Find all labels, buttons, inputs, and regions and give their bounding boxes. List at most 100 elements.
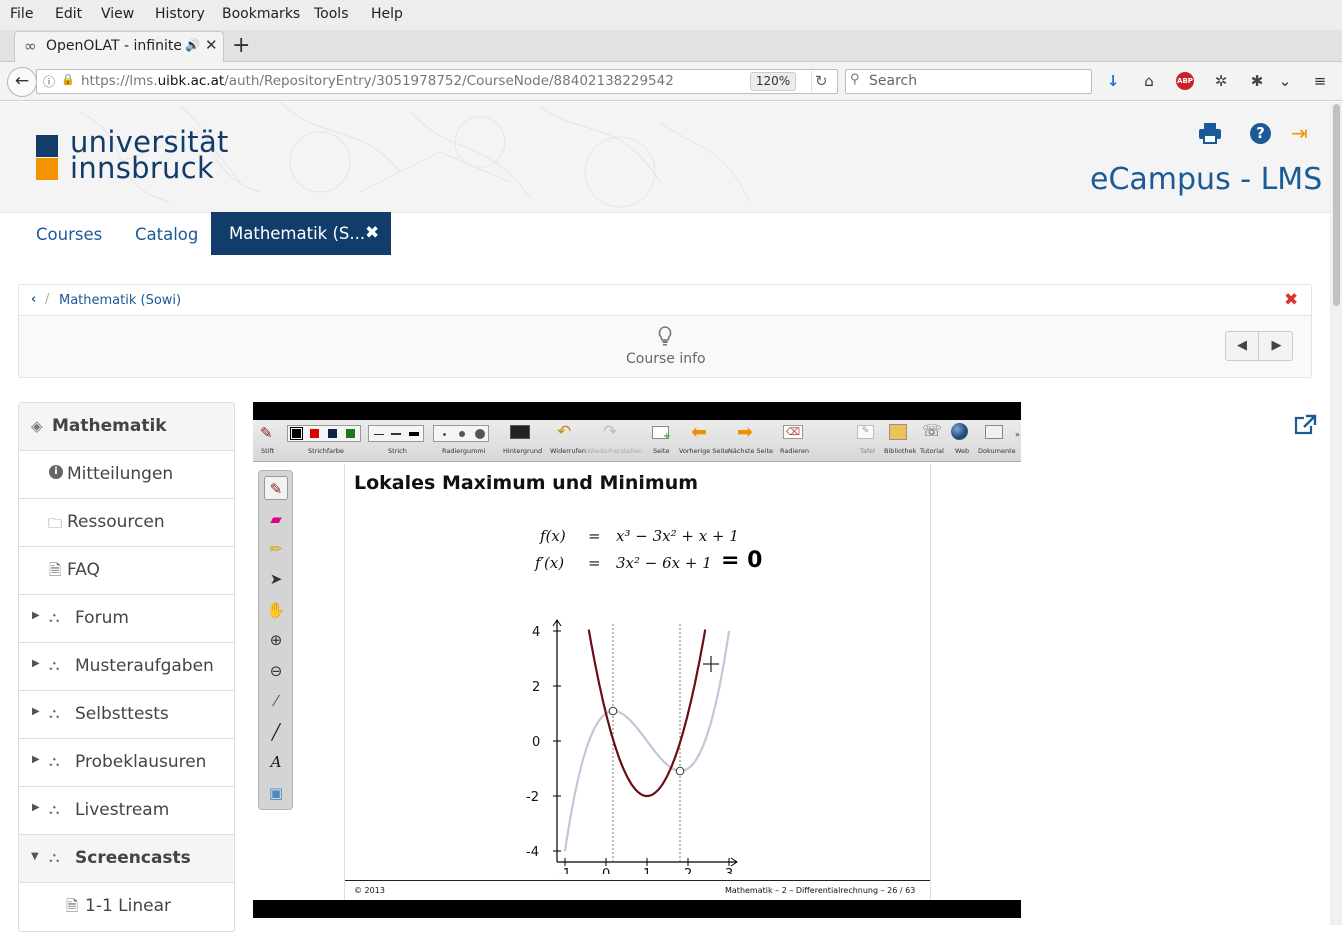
caret-right-icon[interactable]: ▶: [32, 802, 40, 813]
url-bar[interactable]: ⓘ 🔒 https://lms.uibk.ac.at/auth/Reposito…: [36, 69, 838, 94]
zoom-out-icon[interactable]: ⊖: [269, 662, 283, 680]
caret-right-icon[interactable]: ▶: [32, 610, 40, 621]
documents-icon[interactable]: [985, 425, 1003, 439]
menu-view[interactable]: View: [101, 6, 135, 22]
color-red-swatch[interactable]: [310, 429, 319, 438]
menu-item-selbsttests[interactable]: ▶ ⛬ Selbsttests: [19, 691, 234, 739]
tab-close-icon[interactable]: ✕: [205, 36, 218, 54]
menu-history[interactable]: History: [155, 6, 205, 22]
menu-edit[interactable]: Edit: [55, 6, 83, 22]
reload-icon[interactable]: ↻: [815, 72, 828, 90]
nav-catalog[interactable]: Catalog: [135, 225, 199, 244]
menu-item-musteraufgaben[interactable]: ▶ ⛬ Musteraufgaben: [19, 643, 234, 691]
stroke-width-picker[interactable]: [368, 425, 424, 442]
text-tool-icon[interactable]: A: [270, 753, 282, 771]
caret-down-icon[interactable]: ▼: [31, 851, 39, 862]
menu-item-screencasts[interactable]: ▼ ⛬ Screencasts: [19, 835, 234, 883]
stroke-thick[interactable]: [409, 432, 419, 436]
menu-help[interactable]: Help: [371, 6, 403, 22]
erase-all-icon[interactable]: ⌫: [783, 425, 803, 439]
library-icon[interactable]: [889, 424, 907, 440]
eraser-medium[interactable]: [459, 431, 465, 437]
hamburger-menu-icon[interactable]: ≡: [1313, 72, 1327, 90]
tab-course-active[interactable]: Mathematik (S... ✖: [211, 212, 391, 255]
page-scrollbar-thumb[interactable]: [1333, 104, 1340, 306]
external-link-icon[interactable]: [1293, 414, 1317, 440]
zoom-in-icon[interactable]: ⊕: [269, 631, 283, 649]
close-course-icon[interactable]: ✖: [1284, 290, 1299, 310]
lock-icon[interactable]: 🔒: [61, 73, 75, 86]
bug-icon[interactable]: ✱: [1250, 72, 1264, 90]
next-page-icon[interactable]: ➡: [737, 421, 753, 443]
hand-tool-icon[interactable]: ✋: [266, 601, 286, 619]
tutorial-icon[interactable]: ☏: [922, 421, 943, 440]
chevron-left-icon[interactable]: ‹: [31, 292, 37, 307]
previous-page-icon[interactable]: ⬅: [691, 421, 707, 443]
eraser-small[interactable]: [443, 433, 446, 436]
menu-item-1-1-linear[interactable]: 🗎 1-1 Linear: [19, 883, 234, 931]
info-icon[interactable]: ⓘ: [43, 75, 56, 89]
undo-icon[interactable]: ↶: [557, 422, 572, 442]
chevron-down-icon[interactable]: ⌄: [1278, 72, 1292, 90]
color-picker[interactable]: [287, 425, 361, 442]
menu-item-mitteilungen[interactable]: i Mitteilungen: [19, 451, 234, 499]
menu-item-faq[interactable]: 🗎 FAQ: [19, 547, 234, 595]
previous-node-button[interactable]: ◀: [1226, 332, 1259, 360]
back-button[interactable]: ←: [7, 67, 37, 97]
menu-bookmarks[interactable]: Bookmarks: [222, 6, 301, 22]
lightbulb-icon[interactable]: [658, 326, 672, 351]
new-page-icon[interactable]: +: [652, 426, 671, 442]
stroke-medium[interactable]: [391, 433, 401, 435]
menu-item-probeklausuren[interactable]: ▶ ⛬ Probeklausuren: [19, 739, 234, 787]
lecture-video[interactable]: ✎ Stift Strichfarbe Strich Radiergummi H…: [253, 402, 1021, 918]
caret-right-icon[interactable]: ▶: [32, 754, 40, 765]
eraser-tool-icon[interactable]: ▰: [270, 510, 282, 528]
highlighter-tool-icon[interactable]: ✏: [269, 540, 283, 558]
globe-icon[interactable]: [951, 423, 968, 440]
board-icon[interactable]: ✎: [857, 425, 874, 439]
image-tool-icon[interactable]: ▣: [268, 784, 284, 802]
close-tab-icon[interactable]: ✖: [365, 223, 380, 243]
print-icon[interactable]: [1198, 122, 1222, 150]
eyedropper-icon[interactable]: ⁄: [274, 692, 278, 710]
breadcrumb-course[interactable]: Mathematik (Sowi): [59, 293, 182, 308]
eraser-size-picker[interactable]: [433, 425, 489, 442]
redo-icon[interactable]: ↷: [603, 422, 618, 442]
pen-icon[interactable]: ✎: [260, 424, 273, 442]
extension-icon[interactable]: ✲: [1214, 72, 1228, 90]
color-black-swatch[interactable]: [290, 427, 303, 440]
zoom-indicator[interactable]: 120%: [750, 72, 796, 91]
menu-tools[interactable]: Tools: [314, 6, 349, 22]
browser-tab[interactable]: ∞ OpenOLAT - infinite l 🔊 ✕: [14, 31, 224, 62]
menu-item-ressourcen[interactable]: 🗀 Ressourcen: [19, 499, 234, 547]
slide-footer-left: © 2013: [354, 886, 385, 895]
pointer-tool-icon[interactable]: ➤: [269, 570, 283, 588]
menu-item-mathematik[interactable]: ◈ Mathematik: [19, 403, 234, 451]
color-blue-swatch[interactable]: [328, 429, 337, 438]
caret-right-icon[interactable]: ▶: [32, 706, 40, 717]
help-icon[interactable]: ?: [1250, 123, 1271, 144]
adblock-icon[interactable]: ABP: [1176, 72, 1194, 90]
course-info-label[interactable]: Course info: [626, 351, 706, 367]
university-logo[interactable]: universität innsbruck: [70, 128, 229, 183]
new-tab-icon[interactable]: +: [232, 33, 251, 58]
search-bar[interactable]: ⚲ Search: [845, 69, 1092, 94]
stroke-thin[interactable]: [374, 434, 384, 435]
next-node-button[interactable]: ▶: [1271, 338, 1282, 353]
menu-item-forum[interactable]: ▶ ⛬ Forum: [19, 595, 234, 643]
login-icon[interactable]: ⇥: [1291, 121, 1308, 145]
nav-courses[interactable]: Courses: [36, 225, 103, 244]
pen-tool-icon[interactable]: ✎: [264, 476, 288, 500]
toolbar-overflow-icon[interactable]: »: [1015, 430, 1020, 439]
menu-file[interactable]: File: [10, 6, 34, 22]
eraser-large[interactable]: [475, 429, 485, 439]
keyboard-background-icon[interactable]: [510, 425, 530, 439]
speaker-icon[interactable]: 🔊: [185, 38, 200, 52]
download-icon[interactable]: ↓: [1106, 72, 1120, 90]
line-tool-icon[interactable]: ╱: [271, 723, 281, 741]
menu-item-livestream[interactable]: ▶ ⛬ Livestream: [19, 787, 234, 835]
color-green-swatch[interactable]: [346, 429, 355, 438]
home-icon[interactable]: ⌂: [1144, 72, 1154, 90]
page-scrollbar[interactable]: [1330, 102, 1342, 925]
caret-right-icon[interactable]: ▶: [32, 658, 40, 669]
